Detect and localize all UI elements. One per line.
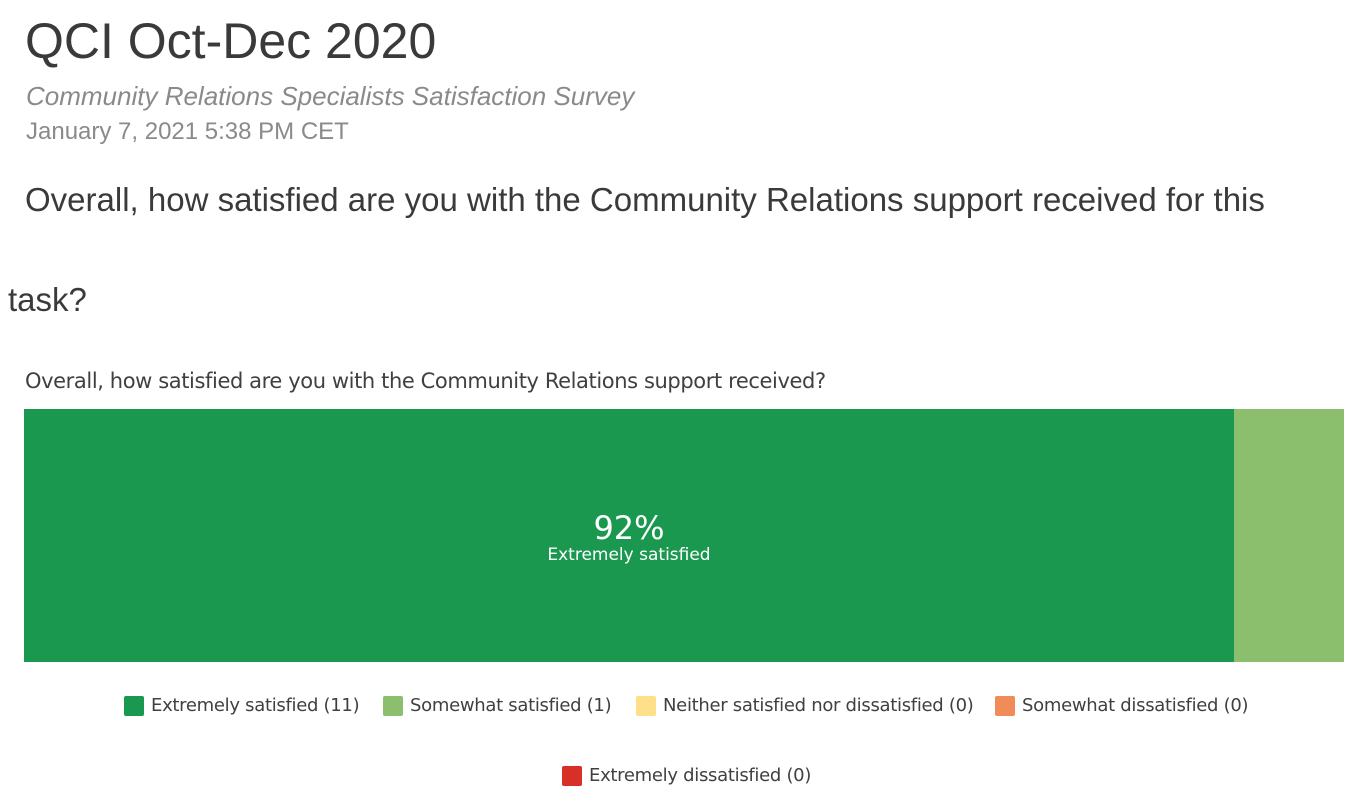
legend-item-neither-satisfied-nor-dissatisfied[interactable]: Neither satisfied nor dissatisfied (0)	[636, 694, 974, 718]
legend-swatch	[562, 766, 582, 786]
legend-label: Somewhat dissatisfied (0)	[1022, 695, 1249, 716]
chart-title: Overall, how satisfied are you with the …	[25, 369, 826, 393]
legend-swatch	[383, 696, 403, 716]
legend-swatch	[124, 696, 144, 716]
survey-name: Community Relations Specialists Satisfac…	[26, 81, 635, 111]
legend-label: Somewhat satisfied (1)	[410, 695, 612, 716]
report-title: QCI Oct-Dec 2020	[25, 13, 437, 69]
legend-label: Neither satisfied nor dissatisfied (0)	[663, 695, 974, 716]
legend-label: Extremely satisfied (11)	[151, 695, 360, 716]
legend-item-extremely-dissatisfied[interactable]: Extremely dissatisfied (0)	[562, 764, 811, 788]
legend-label: Extremely dissatisfied (0)	[589, 765, 812, 786]
report-date: January 7, 2021 5:38 PM CET	[26, 118, 349, 145]
legend-swatch	[995, 696, 1015, 716]
question-text-continued: task?	[8, 281, 87, 318]
legend-item-somewhat-dissatisfied[interactable]: Somewhat dissatisfied (0)	[995, 694, 1249, 718]
legend-item-extremely-satisfied[interactable]: Extremely satisfied (11)	[124, 694, 360, 718]
bar-segment-extremely-satisfied[interactable]	[24, 409, 1234, 662]
legend-swatch	[636, 696, 656, 716]
question-text: Overall, how satisfied are you with the …	[25, 181, 1265, 218]
bar-segment-somewhat-satisfied[interactable]	[1234, 409, 1344, 662]
legend-item-somewhat-satisfied[interactable]: Somewhat satisfied (1)	[383, 694, 612, 718]
